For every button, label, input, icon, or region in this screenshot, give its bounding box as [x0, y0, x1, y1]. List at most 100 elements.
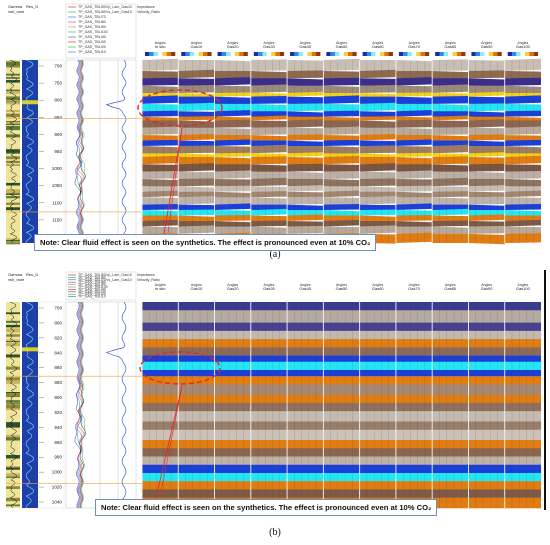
colorbar-cell	[416, 52, 420, 56]
seismic-band	[505, 156, 541, 165]
header-vs: Vs_Lam_Gas10	[106, 278, 132, 282]
colorbar-cell	[484, 52, 488, 56]
lithology-layer	[6, 334, 20, 336]
seismic-band	[432, 145, 468, 154]
legend-entry: TP_GAS_TBLI80	[78, 20, 106, 24]
seismic-band	[178, 411, 214, 422]
colorbar-cell	[425, 52, 429, 56]
colorbar-cell	[154, 52, 158, 56]
seismic-band	[468, 302, 504, 311]
colorbar-cell	[167, 52, 171, 56]
resistivity-track	[22, 60, 38, 243]
colorbar-cell	[145, 52, 149, 56]
seismic-band	[215, 92, 251, 96]
seismic-band	[468, 119, 504, 128]
seismic-band	[505, 127, 541, 136]
depth-label: 1150	[52, 217, 62, 222]
seismic-band	[323, 362, 359, 371]
seismic-band	[432, 498, 468, 509]
seismic-band	[323, 111, 359, 117]
colorbar-cell	[199, 52, 203, 56]
seismic-band	[432, 457, 468, 466]
seismic-band	[468, 370, 504, 376]
depth-label: 860	[54, 365, 62, 370]
seismic-band	[432, 370, 468, 376]
seismic-band	[396, 395, 432, 404]
depth-label: 1040	[52, 500, 63, 505]
seismic-band	[505, 384, 541, 395]
seismic-band	[432, 78, 468, 85]
seismic-band	[251, 440, 287, 449]
seismic-band	[432, 465, 468, 474]
seismic-band	[287, 197, 323, 205]
seismic-band	[396, 362, 432, 371]
seismic-band	[142, 481, 178, 490]
colorbar-cell	[275, 52, 279, 56]
seismic-band	[178, 440, 214, 449]
seismic-band	[178, 465, 214, 474]
seismic-band	[505, 302, 541, 311]
seismic-band	[396, 227, 432, 234]
seismic-band	[215, 489, 251, 498]
seismic-band	[360, 411, 396, 422]
lithology-layer	[6, 190, 20, 193]
gather-title: Gas50	[336, 286, 349, 291]
seismic-band	[142, 302, 178, 311]
depth-label: 900	[54, 395, 62, 400]
seismic-band	[468, 489, 504, 498]
seismic-band	[251, 448, 287, 457]
seismic-band	[251, 356, 287, 362]
colorbar-cell	[408, 52, 412, 56]
seismic-band	[251, 331, 287, 340]
seismic-band	[432, 323, 468, 332]
seismic-band	[251, 411, 287, 422]
seismic-band	[178, 481, 214, 490]
seismic-band	[178, 157, 214, 164]
seismic-band	[505, 370, 541, 376]
seismic-band	[215, 104, 251, 111]
seismic-band	[323, 104, 359, 112]
seismic-band	[396, 146, 432, 154]
seismic-band	[396, 370, 432, 376]
seismic-band	[323, 376, 359, 385]
seismic-band	[360, 489, 396, 498]
seismic-band	[360, 116, 396, 120]
seismic-band	[287, 356, 323, 362]
seismic-band	[432, 395, 468, 404]
seismic-band	[396, 92, 432, 96]
seismic-band	[360, 395, 396, 404]
seismic-band	[178, 60, 214, 71]
seismic-band	[142, 310, 178, 323]
seismic-band	[396, 403, 432, 412]
gather-title: Gas90	[481, 44, 494, 49]
seismic-band	[432, 172, 468, 179]
colorbar-cell	[162, 52, 166, 56]
depth-label: 750	[54, 81, 62, 86]
seismic-band	[505, 120, 541, 127]
seismic-band	[251, 395, 287, 404]
header-res: Res_D	[26, 4, 38, 9]
seismic-band	[468, 376, 504, 385]
seismic-band	[396, 411, 432, 422]
seismic-band	[432, 96, 468, 104]
seismic-band	[178, 347, 214, 356]
seismic-band	[396, 71, 432, 78]
seismic-band	[360, 331, 396, 340]
seismic-band	[432, 156, 468, 164]
seismic-band	[432, 227, 468, 236]
gather-7: AnglesGas70	[396, 41, 432, 243]
seismic-band	[287, 448, 323, 457]
seismic-band	[215, 473, 251, 482]
seismic-band	[178, 310, 214, 323]
seismic-band	[396, 489, 432, 498]
legend-entry: TP_GAS_TBLI100	[78, 30, 108, 34]
seismic-band	[142, 403, 178, 412]
seismic-band	[251, 156, 287, 164]
seismic-band	[468, 172, 504, 181]
note-b: Note: Clear fluid effect is seen on the …	[95, 499, 437, 516]
seismic-band	[360, 120, 396, 129]
seismic-band	[251, 96, 287, 104]
seismic-band	[142, 127, 178, 136]
seismic-band	[432, 362, 468, 371]
resistivity-track	[22, 302, 38, 508]
